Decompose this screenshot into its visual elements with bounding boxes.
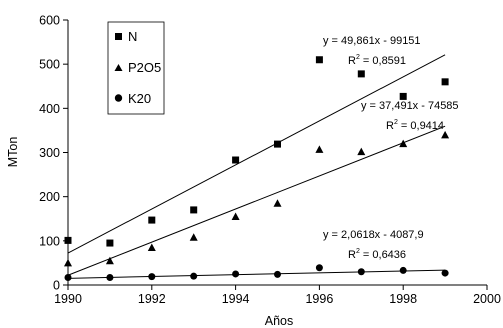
- r2-p2o5-value: = 0,9414: [398, 120, 444, 132]
- data-point-k20: [190, 272, 198, 280]
- data-point-n: [315, 56, 323, 64]
- r2-k20-value: = 0,6436: [360, 249, 406, 261]
- trendlines: [67, 54, 446, 279]
- x-axis-ticks: 1990 1992 1994 1996 1998 2000: [54, 285, 501, 306]
- data-point-n: [274, 140, 281, 148]
- r2-n: R2 = 0,8591: [348, 54, 406, 67]
- y-tick-label: 0: [53, 279, 60, 293]
- y-tick-label: 500: [39, 58, 60, 72]
- data-point-k20: [64, 273, 72, 281]
- data-point-k20: [232, 270, 240, 278]
- x-axis-title: Años: [265, 314, 294, 328]
- data-point-k20: [106, 273, 114, 281]
- x-tick-label: 2000: [473, 292, 501, 306]
- trendline-annotations: y = 49,861x - 99151 R2 = 0,8591 y = 37,4…: [323, 35, 459, 261]
- y-tick-label: 300: [39, 146, 60, 160]
- data-point-k20: [399, 266, 407, 274]
- y-tick-label: 600: [39, 14, 60, 28]
- equation-p2o5: y = 37,491x - 74585: [361, 100, 459, 112]
- legend-label-p2o5: P2O5: [128, 60, 161, 75]
- square-marker-icon: [115, 33, 122, 40]
- data-point-p2o5: [231, 212, 240, 221]
- data-point-n: [232, 156, 240, 164]
- data-points: [64, 56, 450, 281]
- data-point-p2o5: [147, 243, 156, 251]
- data-point-p2o5: [399, 139, 408, 148]
- data-point-k20: [441, 269, 449, 277]
- y-tick-label: 100: [39, 234, 60, 248]
- r2-k20-prefix: R: [348, 249, 356, 261]
- legend-item-p2o5: P2O5: [114, 60, 161, 75]
- r2-n-prefix: R: [348, 55, 356, 67]
- y-axis-title: MTon: [6, 137, 20, 168]
- triangle-marker-icon: [114, 64, 123, 71]
- equation-k20: y = 2,0618x - 4087,9: [323, 229, 424, 241]
- x-tick-label: 1990: [54, 292, 82, 306]
- data-point-k20: [274, 270, 281, 278]
- x-tick-label: 1996: [305, 292, 333, 306]
- plot-area: 0 100 200 300 400 500 600 1990 1992 1994 1996 1998…: [39, 14, 501, 307]
- data-point-p2o5: [357, 147, 366, 156]
- data-point-k20: [357, 268, 365, 276]
- r2-k20: R2 = 0,6436: [348, 248, 406, 261]
- data-point-n: [399, 92, 407, 100]
- legend: N P2O5 K20: [107, 21, 165, 115]
- legend-label-n: N: [128, 29, 137, 44]
- x-tick-label: 1994: [222, 292, 250, 306]
- legend-item-n: N: [115, 29, 137, 44]
- legend-label-k20: K20: [128, 91, 151, 106]
- data-point-n: [441, 78, 449, 86]
- y-axis-ticks: 0 100 200 300 400 500 600: [39, 14, 68, 293]
- data-point-p2o5: [441, 130, 450, 139]
- equation-n: y = 49,861x - 99151: [323, 35, 421, 47]
- y-tick-label: 200: [39, 190, 60, 204]
- data-point-n: [190, 206, 198, 214]
- legend-item-k20: K20: [114, 91, 151, 106]
- data-point-p2o5: [189, 233, 198, 241]
- trendline-k20: [67, 269, 446, 279]
- r2-n-value: = 0,8591: [360, 55, 406, 67]
- data-point-p2o5: [64, 258, 72, 267]
- x-tick-label: 1998: [389, 292, 417, 306]
- r2-p2o5-prefix: R: [386, 120, 394, 132]
- x-tick-label: 1992: [138, 292, 166, 306]
- y-tick-label: 400: [39, 102, 60, 116]
- data-point-n: [357, 70, 365, 78]
- trendline-p2o5: [67, 125, 446, 276]
- circle-marker-icon: [114, 94, 123, 102]
- data-point-p2o5: [315, 145, 324, 153]
- data-point-k20: [315, 264, 323, 272]
- data-point-p2o5: [105, 256, 114, 265]
- data-point-n: [106, 239, 114, 247]
- data-point-n: [64, 236, 72, 244]
- data-point-n: [148, 216, 156, 224]
- trendline-n: [67, 54, 446, 254]
- data-point-k20: [148, 273, 156, 281]
- r2-p2o5: R2 = 0,9414: [386, 119, 444, 132]
- data-point-p2o5: [273, 199, 282, 207]
